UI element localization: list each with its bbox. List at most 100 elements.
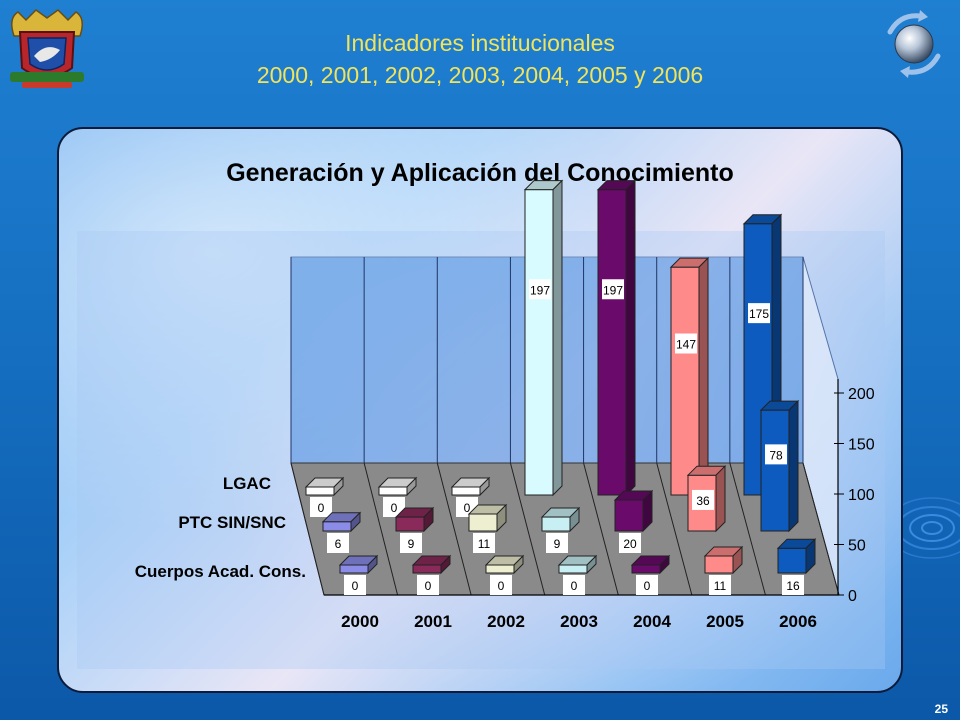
bar: [540, 506, 581, 533]
data-label-bg: [636, 575, 658, 595]
y-tick-label: 0: [848, 588, 857, 605]
data-label-bg: [748, 303, 770, 324]
bar-front: [412, 564, 442, 574]
data-label: 11: [478, 537, 491, 551]
chart-panel: Generación y Aplicación del Conocimiento…: [57, 127, 903, 693]
series-label: Cuerpos Acad. Cons.: [135, 562, 306, 581]
data-label-bg: [383, 497, 405, 517]
bar-side: [788, 399, 799, 533]
bar: [703, 545, 744, 575]
bar-front: [670, 266, 700, 496]
data-label-bg: [709, 575, 731, 595]
bar-front: [305, 486, 335, 496]
bar: [630, 554, 671, 575]
data-label-bg: [344, 575, 366, 595]
data-label-bg: [782, 575, 804, 595]
data-label: 78: [769, 448, 783, 462]
floor-divider: [290, 462, 325, 596]
data-label-bg: [602, 279, 624, 300]
bar-front: [777, 547, 807, 574]
y-tick-label: 100: [848, 487, 875, 504]
globe-icon: [880, 10, 948, 78]
data-label: 0: [644, 579, 651, 593]
floor-divider: [436, 462, 472, 596]
data-label: 36: [696, 494, 710, 508]
series-label: LGAC: [223, 474, 271, 493]
data-label-bg: [619, 533, 641, 553]
bar-front: [631, 564, 661, 574]
chart: Generación y Aplicación del Conocimiento…: [77, 159, 885, 669]
data-label: 0: [425, 579, 432, 593]
data-label-bg: [546, 533, 568, 553]
page-number: 25: [934, 702, 948, 716]
floor-divider: [363, 462, 399, 596]
bar: [321, 511, 362, 533]
bar-side: [496, 503, 507, 533]
data-label-bg: [675, 333, 697, 354]
data-label-bg: [529, 279, 551, 300]
bar: [759, 399, 800, 533]
university-crest-icon: [6, 6, 88, 92]
floor-divider: [509, 462, 546, 596]
bar-side: [698, 256, 709, 497]
bar-side: [406, 476, 417, 497]
bar-front: [451, 486, 481, 496]
data-label: 9: [554, 537, 561, 551]
data-label: 0: [318, 501, 325, 515]
data-label: 0: [571, 579, 578, 593]
data-label-bg: [327, 533, 349, 553]
bar-side: [440, 554, 451, 575]
bar-side: [333, 476, 344, 497]
bar: [596, 179, 637, 497]
floor-divider: [802, 462, 840, 596]
bar: [304, 476, 345, 497]
data-label-bg: [400, 533, 422, 553]
y-tick-label: 200: [848, 386, 875, 403]
bar: [613, 489, 654, 533]
x-tick-label: 2001: [414, 612, 452, 631]
bar-front: [524, 189, 554, 496]
bar-front: [485, 564, 515, 574]
bar-front: [541, 516, 571, 532]
bar-front: [704, 555, 734, 574]
bar: [467, 503, 508, 533]
bar-side: [367, 554, 378, 575]
data-label-bg: [765, 444, 787, 465]
chart-title: Generación y Aplicación del Conocimiento: [226, 159, 734, 187]
bar-front: [468, 513, 498, 532]
x-tick-label: 2004: [633, 612, 671, 631]
y-tick-label: 50: [848, 538, 866, 555]
series-label: PTC SIN/SNC: [178, 513, 286, 532]
data-label: 6: [335, 537, 342, 551]
bar-front: [614, 499, 644, 532]
slide-title-line1: Indicadores institucionales: [345, 30, 615, 56]
data-label: 9: [408, 537, 415, 551]
bar: [557, 554, 598, 575]
data-label: 0: [391, 501, 398, 515]
bar: [484, 554, 525, 575]
data-label: 0: [464, 501, 471, 515]
bar-side: [732, 545, 743, 575]
bar: [394, 506, 435, 533]
x-tick-label: 2006: [779, 612, 817, 631]
floor-divider: [583, 462, 619, 596]
bar-front: [339, 564, 369, 574]
data-label-bg: [473, 533, 495, 553]
x-tick-label: 2003: [560, 612, 598, 631]
data-label-bg: [490, 575, 512, 595]
bar-front: [760, 409, 790, 532]
bar: [450, 476, 491, 497]
bar: [377, 476, 418, 497]
bar-side: [642, 489, 653, 533]
bar-side: [350, 511, 361, 533]
bar: [411, 554, 452, 575]
floor-divider: [656, 462, 693, 596]
data-label: 20: [623, 537, 637, 551]
bar-side: [479, 476, 490, 497]
bar-front: [322, 521, 352, 532]
data-label: 0: [352, 579, 359, 593]
bar-front: [558, 564, 588, 574]
data-label: 11: [714, 579, 727, 593]
bar-side: [586, 554, 597, 575]
data-label-bg: [692, 489, 714, 510]
